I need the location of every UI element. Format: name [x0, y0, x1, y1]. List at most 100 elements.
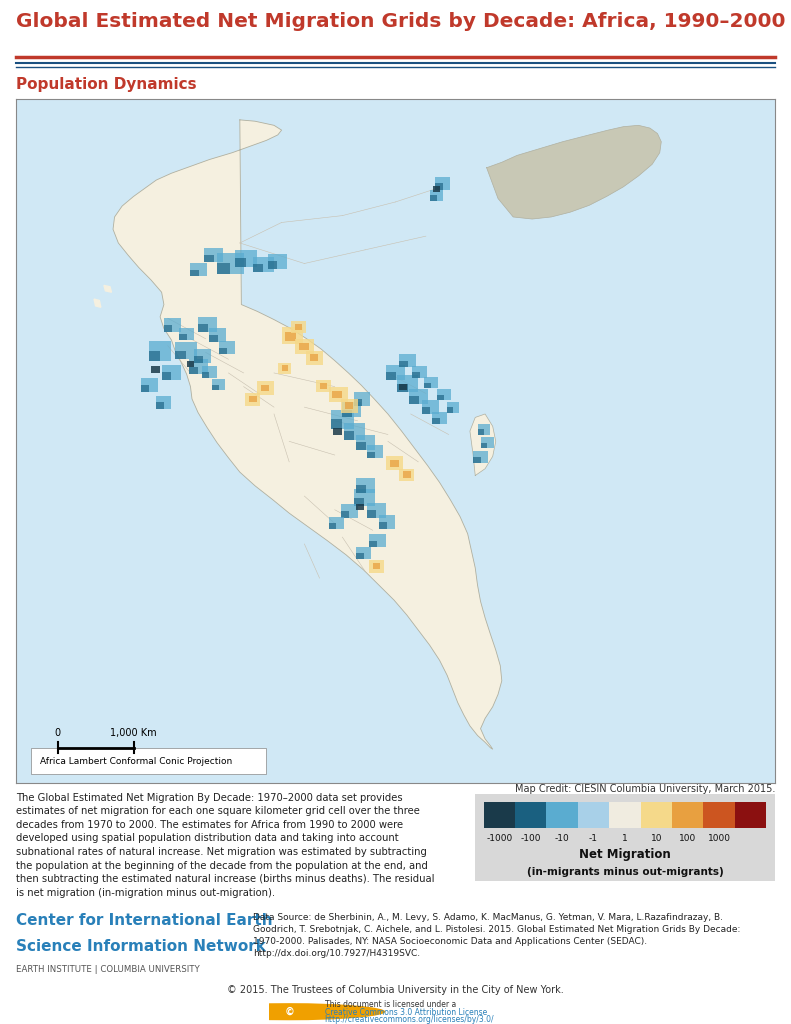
Bar [333, 428, 343, 434]
Bar [373, 563, 380, 569]
Text: -1: -1 [589, 834, 598, 843]
Bar [356, 477, 375, 493]
Bar [212, 379, 225, 390]
Bar [478, 429, 483, 434]
Bar [345, 402, 353, 410]
Bar [282, 366, 289, 371]
Bar [367, 444, 384, 459]
Bar [191, 269, 199, 275]
Bar [343, 410, 352, 418]
Bar [356, 485, 365, 493]
Bar [161, 365, 180, 380]
Bar [437, 389, 451, 400]
Bar [481, 437, 494, 449]
Bar [409, 389, 428, 403]
Text: Creative Commons 3.0 Attribution License: Creative Commons 3.0 Attribution License [324, 1008, 487, 1017]
Bar [422, 400, 439, 414]
Bar [412, 373, 420, 379]
Polygon shape [104, 286, 112, 292]
Bar [433, 186, 440, 191]
Text: The Global Estimated Net Migration By Decade: 1970–2000 data set provides
estima: The Global Estimated Net Migration By De… [16, 793, 434, 898]
Bar [217, 263, 230, 273]
Bar [369, 541, 377, 548]
Bar [422, 408, 430, 414]
Bar [672, 803, 703, 828]
Bar [609, 803, 641, 828]
Bar [179, 328, 195, 340]
Bar [430, 196, 437, 201]
Bar [202, 367, 217, 379]
Bar [204, 249, 223, 262]
Bar [204, 255, 214, 262]
Bar [329, 522, 336, 529]
Bar [195, 355, 202, 362]
Bar [354, 498, 365, 506]
Polygon shape [470, 414, 496, 475]
Bar [149, 351, 160, 360]
Bar [399, 360, 407, 368]
Bar [329, 516, 344, 529]
Bar [367, 452, 375, 459]
Bar [354, 399, 362, 406]
Bar [735, 803, 766, 828]
Bar [432, 418, 440, 424]
Bar [386, 457, 403, 470]
Bar [379, 515, 396, 529]
Bar [399, 353, 416, 368]
Bar [202, 373, 210, 379]
Text: http://creativecommons.org/licenses/by/3.0/: http://creativecommons.org/licenses/by/3… [324, 1015, 494, 1024]
Bar [176, 350, 186, 359]
Bar [399, 384, 407, 390]
Bar [157, 402, 164, 409]
Bar [397, 384, 407, 392]
Bar [369, 560, 384, 572]
Bar [151, 367, 160, 373]
Bar [344, 431, 354, 440]
Bar [210, 335, 218, 342]
Bar [299, 343, 308, 350]
Bar [424, 377, 438, 388]
Bar [386, 373, 396, 380]
Bar [320, 383, 327, 389]
Bar [316, 380, 331, 392]
Bar [141, 385, 149, 392]
Bar [409, 396, 418, 403]
Bar [294, 324, 302, 330]
Text: -10: -10 [554, 834, 570, 843]
Bar [179, 334, 187, 340]
Bar [189, 367, 199, 375]
Bar [356, 442, 365, 450]
Bar [437, 395, 444, 400]
Bar [261, 385, 270, 391]
Polygon shape [94, 299, 101, 307]
Bar [191, 263, 207, 275]
Bar [399, 469, 414, 481]
Text: Global Estimated Net Migration Grids by Decade: Africa, 1990–2000: Global Estimated Net Migration Grids by … [16, 11, 785, 31]
Bar [164, 318, 180, 332]
Bar [341, 504, 358, 518]
Bar [483, 803, 515, 828]
Bar [219, 341, 234, 353]
Text: 10: 10 [650, 834, 662, 843]
Bar [386, 365, 405, 380]
Bar [282, 327, 303, 344]
Bar [356, 553, 364, 559]
Text: ©: © [284, 1007, 294, 1016]
Text: Science Information Network: Science Information Network [16, 939, 266, 954]
Bar [210, 329, 226, 342]
Bar [344, 423, 365, 440]
Bar [435, 177, 450, 189]
Bar [447, 408, 453, 413]
Bar [198, 325, 207, 332]
Bar [397, 375, 418, 392]
Bar [291, 321, 306, 333]
Bar [219, 347, 227, 353]
Bar [412, 367, 427, 379]
Bar [343, 402, 361, 418]
Bar [481, 442, 487, 449]
Bar [253, 257, 274, 271]
Bar [161, 373, 171, 380]
Text: Africa Lambert Conformal Conic Projection: Africa Lambert Conformal Conic Projectio… [40, 757, 233, 766]
Text: 1: 1 [622, 834, 628, 843]
Bar [432, 412, 447, 424]
